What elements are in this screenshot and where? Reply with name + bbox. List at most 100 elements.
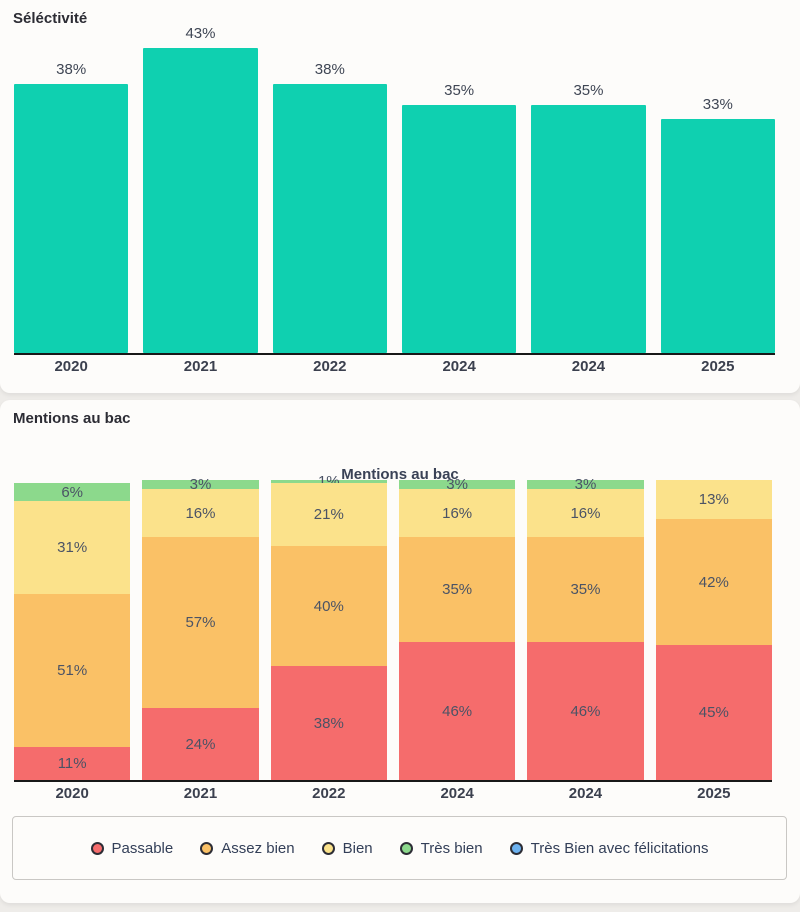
bar[interactable] bbox=[531, 104, 646, 353]
mentions-card: Mentions au bac Mentions au bac 11% 51% 31… bbox=[0, 400, 800, 903]
segment-value-label: 3% bbox=[189, 476, 212, 493]
stack-segment[interactable]: 35% bbox=[527, 537, 644, 642]
legend-item-label: Bien bbox=[342, 839, 373, 857]
stacked-bar-column: 38% 40% 21% 1% bbox=[270, 473, 387, 780]
stack-segment[interactable]: 21% bbox=[270, 483, 387, 546]
segment-value-label: 57% bbox=[185, 614, 216, 631]
segment-value-label: 16% bbox=[570, 504, 601, 522]
stack-segment[interactable]: 46% bbox=[398, 642, 516, 780]
bar-column: 38% bbox=[272, 60, 387, 353]
legend-swatch-icon bbox=[509, 841, 523, 855]
x-tick-label: 2022 bbox=[312, 785, 346, 802]
segment-value-label: 46% bbox=[442, 702, 473, 720]
legend-item[interactable]: Très Bien avec félicitations bbox=[509, 840, 708, 857]
stack-segment[interactable]: 3% bbox=[142, 476, 259, 493]
legend-swatch-icon bbox=[399, 841, 413, 855]
legend-item[interactable]: Très bien bbox=[399, 839, 483, 857]
bar[interactable] bbox=[14, 83, 129, 353]
legend-item[interactable]: Passable bbox=[90, 839, 174, 857]
legend-item-label: Passable bbox=[111, 839, 174, 857]
legend-item-label: Très bien bbox=[420, 839, 483, 857]
bar-value-label: 38% bbox=[56, 60, 87, 78]
bar-column: 35% bbox=[401, 81, 517, 353]
segment-value-label: 3% bbox=[446, 476, 468, 493]
segment-value-label: 6% bbox=[61, 483, 83, 501]
bar-value-label: 33% bbox=[702, 95, 733, 113]
legend-swatch-icon bbox=[200, 841, 214, 855]
mentions-x-tick-labels: 2020 2021 2022 2024 2024 2025 bbox=[0, 782, 800, 802]
stack-segment[interactable]: 16% bbox=[142, 489, 259, 537]
stacked-bar-column: 11% 51% 31% 6% bbox=[14, 483, 131, 780]
bar-column: 38% bbox=[14, 60, 129, 353]
bar[interactable] bbox=[660, 118, 775, 353]
legend-item[interactable]: Assez bien bbox=[200, 839, 295, 857]
stack-segment[interactable]: 11% bbox=[14, 747, 131, 780]
stack-segment[interactable]: 3% bbox=[527, 476, 644, 493]
segment-value-label: 35% bbox=[442, 581, 473, 598]
selectivity-x-axis bbox=[14, 353, 775, 355]
x-tick-label: 2025 bbox=[697, 785, 731, 802]
x-tick-label: 2020 bbox=[55, 785, 89, 802]
bar[interactable] bbox=[143, 48, 258, 353]
stack-segment[interactable]: 51% bbox=[14, 594, 131, 747]
bar[interactable] bbox=[272, 83, 387, 353]
bar[interactable] bbox=[401, 104, 517, 353]
segment-value-label: 46% bbox=[570, 702, 601, 720]
segment-value-label: 38% bbox=[313, 714, 344, 732]
segment-value-label: 31% bbox=[57, 539, 88, 556]
stack-segment[interactable]: 16% bbox=[527, 489, 644, 537]
stacked-bar-column: 46% 35% 16% 3% bbox=[527, 476, 644, 780]
bar-column: 43% bbox=[143, 25, 258, 353]
stacked-bar-column: 24% 57% 16% 3% bbox=[142, 476, 259, 780]
x-tick-label: 2024 bbox=[440, 785, 474, 802]
segment-value-label: 13% bbox=[698, 491, 729, 508]
x-tick-label: 2025 bbox=[701, 358, 735, 375]
stack-segment[interactable]: 6% bbox=[14, 483, 131, 501]
mentions-chart: Mentions au bac 11% 51% 31% 6% 24% 57% 16% 3% 38… bbox=[0, 466, 800, 780]
bar-column: 33% bbox=[660, 95, 775, 353]
segment-value-label: 45% bbox=[698, 704, 729, 721]
selectivity-x-tick-labels: 2020 2021 2022 2024 2024 2025 bbox=[0, 355, 800, 375]
stack-segment[interactable]: 46% bbox=[527, 642, 644, 780]
mentions-legend: Passable Assez bien Bien Très bien Très Bien… bbox=[12, 816, 787, 880]
x-tick-label: 2024 bbox=[571, 358, 606, 375]
stack-segment[interactable]: 45% bbox=[655, 645, 772, 780]
selectivity-chart: 38% 43% 38% 35% 35% 33% bbox=[0, 25, 800, 353]
stacked-bar-column: 45% 42% 13% bbox=[655, 480, 772, 780]
segment-value-label: 35% bbox=[570, 581, 601, 598]
bar-value-label: 35% bbox=[573, 81, 604, 99]
stack-segment[interactable]: 24% bbox=[142, 708, 259, 780]
segment-value-label: 24% bbox=[185, 735, 216, 753]
segment-value-label: 16% bbox=[185, 504, 216, 522]
bar-value-label: 38% bbox=[314, 60, 345, 78]
stack-segment[interactable]: 40% bbox=[270, 546, 387, 666]
bar-value-label: 35% bbox=[444, 81, 475, 99]
legend-item[interactable]: Bien bbox=[321, 839, 373, 857]
legend-item-label: Assez bien bbox=[221, 839, 295, 857]
stack-segment[interactable]: 31% bbox=[14, 501, 131, 594]
x-tick-label: 2024 bbox=[442, 358, 476, 375]
mentions-section-title: Mentions au bac bbox=[13, 410, 131, 427]
segment-value-label: 51% bbox=[57, 662, 88, 679]
stacked-bar-column: 46% 35% 16% 3% bbox=[398, 476, 516, 780]
bar-column: 35% bbox=[531, 81, 646, 353]
legend-swatch-icon bbox=[321, 841, 335, 855]
stack-segment[interactable]: 13% bbox=[655, 480, 772, 519]
stack-segment[interactable]: 57% bbox=[142, 537, 259, 708]
stack-segment[interactable]: 3% bbox=[398, 476, 516, 493]
selectivity-section-title: Séléctivité bbox=[13, 10, 88, 27]
x-tick-label: 2022 bbox=[313, 358, 347, 375]
stack-segment[interactable]: 42% bbox=[655, 519, 772, 645]
segment-value-label: 16% bbox=[442, 504, 473, 522]
segment-value-label: 21% bbox=[313, 506, 344, 523]
stack-segment[interactable]: 16% bbox=[398, 489, 516, 537]
x-tick-label: 2024 bbox=[568, 785, 603, 802]
stack-segment[interactable]: 38% bbox=[270, 666, 387, 780]
x-tick-label: 2020 bbox=[54, 358, 88, 375]
stack-segment[interactable]: 35% bbox=[398, 537, 516, 642]
selectivity-card: Séléctivité 38% 43% 38% 35% 35% 33% 2020 2021 2… bbox=[0, 0, 800, 393]
segment-value-label: 3% bbox=[574, 476, 597, 493]
legend-swatch-icon bbox=[90, 841, 104, 855]
segment-value-label: 42% bbox=[698, 573, 729, 591]
x-tick-label: 2021 bbox=[183, 358, 218, 375]
